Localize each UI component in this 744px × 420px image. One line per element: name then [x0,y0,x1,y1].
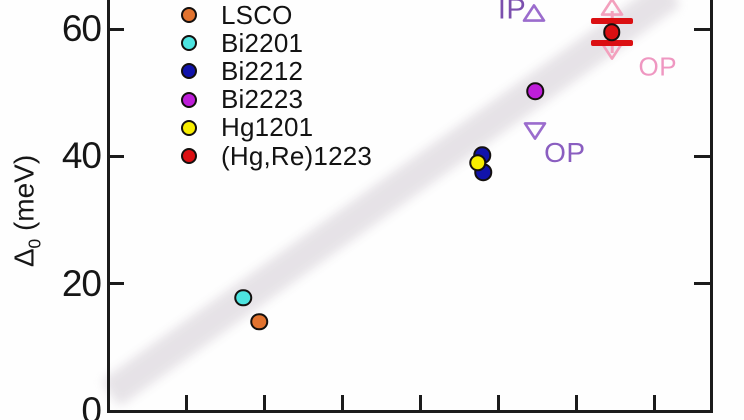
legend-marker-bi2212-icon [181,63,197,80]
legend-marker-bi2201-icon [181,35,197,52]
legend-label-hg1201: Hg1201 [221,112,314,143]
x-tick [184,395,188,411]
y-tick-left [108,282,124,286]
error-bar-cap-hg-re-1223-upper [590,18,633,25]
legend-item-hg-re-1223: (Hg,Re)1223 [181,140,373,171]
data-point-lsco [250,313,269,331]
x-axis-spine-bottom [106,409,713,413]
y-tick-label: 0 [81,390,102,420]
legend-marker-hg-re-1223-icon [181,148,197,165]
y-tick-left [108,27,124,31]
y-tick-label: 20 [61,262,102,304]
y-tick-left [108,154,124,158]
data-point-bi2223 [526,82,545,101]
hg-re-1223-upper-triangle-up-icon [600,0,624,16]
x-tick [652,395,656,411]
legend-marker-bi2223-icon [181,91,197,108]
legend-item-lsco: LSCO [181,0,372,30]
y-tick-right [693,154,712,158]
legend-marker-hg1201-icon [181,119,197,136]
legend-marker-lsco-icon [181,7,197,24]
error-bar-cap-hg-re-1223-lower [590,40,633,47]
x-tick [574,395,578,411]
bi2223-op-triangle-down-icon [523,121,547,140]
x-tick [496,395,500,411]
legend-item-bi2223: Bi2223 [181,84,372,115]
legend-label-bi2223: Bi2223 [221,84,304,115]
x-tick [262,395,266,411]
legend-label-bi2212: Bi2212 [221,55,304,86]
legend: LSCO Bi2201 Bi2212 Bi2223 Hg1201 (Hg,Re)1223 [181,0,373,171]
data-point-bi2201 [234,288,252,307]
annotation-ip-label: IP [497,0,527,26]
x-tick [418,395,422,411]
y-tick-label: 60 [61,8,102,50]
annotation-op-purple-label: OP [544,136,586,168]
y-tick-right [693,282,712,286]
legend-label-hg-re-1223: (Hg,Re)1223 [221,140,373,171]
legend-label-bi2201: Bi2201 [221,27,304,58]
y-axis-spine-left [106,0,110,413]
legend-item-bi2201: Bi2201 [181,27,372,58]
y-axis-spine-right [710,0,713,413]
annotation-op-pink-label: OP [638,51,678,82]
x-tick [340,395,344,411]
legend-label-lsco: LSCO [221,0,293,30]
data-point-hg1201 [469,153,487,172]
y-axis-title-sub: 0 [24,238,45,249]
legend-item-bi2212: Bi2212 [181,55,372,86]
y-tick-right [693,27,712,31]
legend-item-hg1201: Hg1201 [181,112,372,143]
bi2223-ip-triangle-up-icon [522,4,546,23]
y-tick-label: 40 [61,135,102,177]
data-point-hg-re-1223 [603,23,621,41]
